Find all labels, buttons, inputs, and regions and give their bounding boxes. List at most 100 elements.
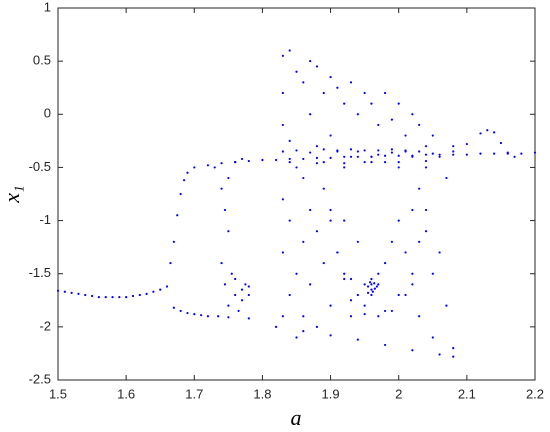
x-tick-label: 1.7 [185,386,203,401]
point [370,277,373,281]
point [390,151,393,154]
point [145,292,148,296]
point [302,315,305,318]
point [349,315,353,318]
point [506,151,509,154]
point [383,154,387,157]
point [131,294,135,298]
point [370,283,373,286]
point [370,288,373,291]
point [247,285,250,288]
point [356,113,359,116]
point [244,283,247,286]
x-tick-label: 1.8 [253,386,271,401]
point [377,283,380,286]
x-tick-label: 1.9 [322,386,340,401]
point [520,152,523,155]
point [377,153,380,156]
point [309,113,312,116]
point [302,176,305,180]
point [302,81,305,84]
point [411,208,414,212]
point [281,123,284,127]
point [182,179,186,182]
point [302,240,305,243]
point [309,283,312,286]
x-tick-label: 2 [395,386,402,401]
point [193,166,196,169]
point [261,158,264,162]
point [288,157,291,161]
point [418,123,421,127]
point [104,295,107,299]
point [418,315,421,318]
point [411,272,414,275]
point [217,315,220,318]
point [465,142,468,146]
point [424,159,428,163]
point [63,290,66,293]
point [452,355,455,358]
y-tick-label: -1.5 [29,265,51,280]
point [329,134,332,137]
point [349,277,353,281]
point [390,118,393,121]
point [302,330,305,333]
point [237,309,240,313]
point [288,293,291,297]
point [431,152,434,155]
point [445,176,448,180]
point [363,283,366,286]
point [431,336,434,339]
point [343,272,346,275]
point [234,277,237,281]
point [356,338,359,341]
point [179,192,182,196]
point [452,153,455,156]
point [363,91,366,95]
point [169,261,172,265]
point [336,149,339,152]
point [111,295,114,299]
point [223,208,227,212]
point [343,155,346,158]
point [383,91,387,95]
point [349,155,353,158]
point [383,309,387,313]
point [356,150,359,153]
point [295,70,298,73]
point [533,151,537,154]
point [373,287,376,290]
point [315,145,319,148]
y-tick-label: -1 [39,212,51,227]
point [322,161,325,164]
point [479,132,482,135]
point [343,277,346,281]
point [370,102,373,105]
point [70,291,73,294]
point [247,159,250,163]
point [309,151,312,154]
point [329,334,332,337]
point [418,150,421,153]
point [452,145,455,148]
point [186,171,189,174]
y-axis-label: x₁ [0,185,24,203]
point [247,317,250,320]
point [315,230,319,233]
y-tick-label: -0.5 [29,159,51,174]
point [288,219,291,222]
point [302,157,305,161]
point [329,304,332,307]
point [315,325,319,328]
point [172,240,175,243]
point [315,156,319,159]
point [230,272,233,275]
point [373,282,376,285]
point [322,261,325,265]
point [343,166,346,169]
point [493,131,496,134]
point [424,208,428,212]
point [329,219,332,222]
